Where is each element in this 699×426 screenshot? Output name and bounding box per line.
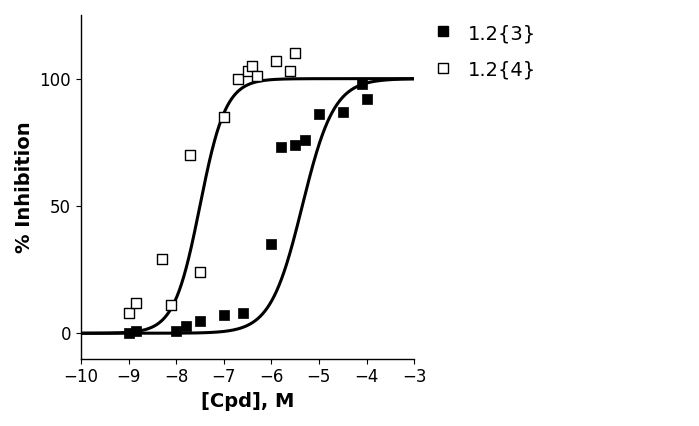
Point (171, 327, 182, 334)
Point (123, 330, 134, 337)
Point (299, 136, 310, 143)
Point (337, 108, 348, 115)
Point (123, 309, 134, 316)
Point (275, 144, 287, 151)
Point (266, 241, 277, 248)
Point (130, 327, 141, 334)
Point (237, 309, 248, 316)
X-axis label: [Cpd], M: [Cpd], M (201, 392, 294, 411)
Point (242, 68, 253, 75)
Point (284, 68, 296, 75)
Point (289, 141, 301, 148)
Point (218, 113, 229, 120)
Point (313, 111, 324, 118)
Point (194, 269, 206, 276)
Point (130, 299, 141, 306)
Point (185, 152, 196, 158)
Y-axis label: % Inhibition: % Inhibition (15, 121, 34, 253)
Point (166, 302, 177, 309)
Point (252, 73, 263, 80)
Point (232, 75, 243, 82)
Point (289, 50, 301, 57)
Point (247, 63, 258, 69)
Point (361, 95, 372, 102)
Legend: 1.2{3}, 1.2{4}: 1.2{3}, 1.2{4} (427, 18, 542, 86)
Point (218, 312, 229, 319)
Point (180, 322, 192, 329)
Point (157, 256, 168, 263)
Point (194, 317, 206, 324)
Point (356, 81, 368, 87)
Point (271, 58, 282, 64)
